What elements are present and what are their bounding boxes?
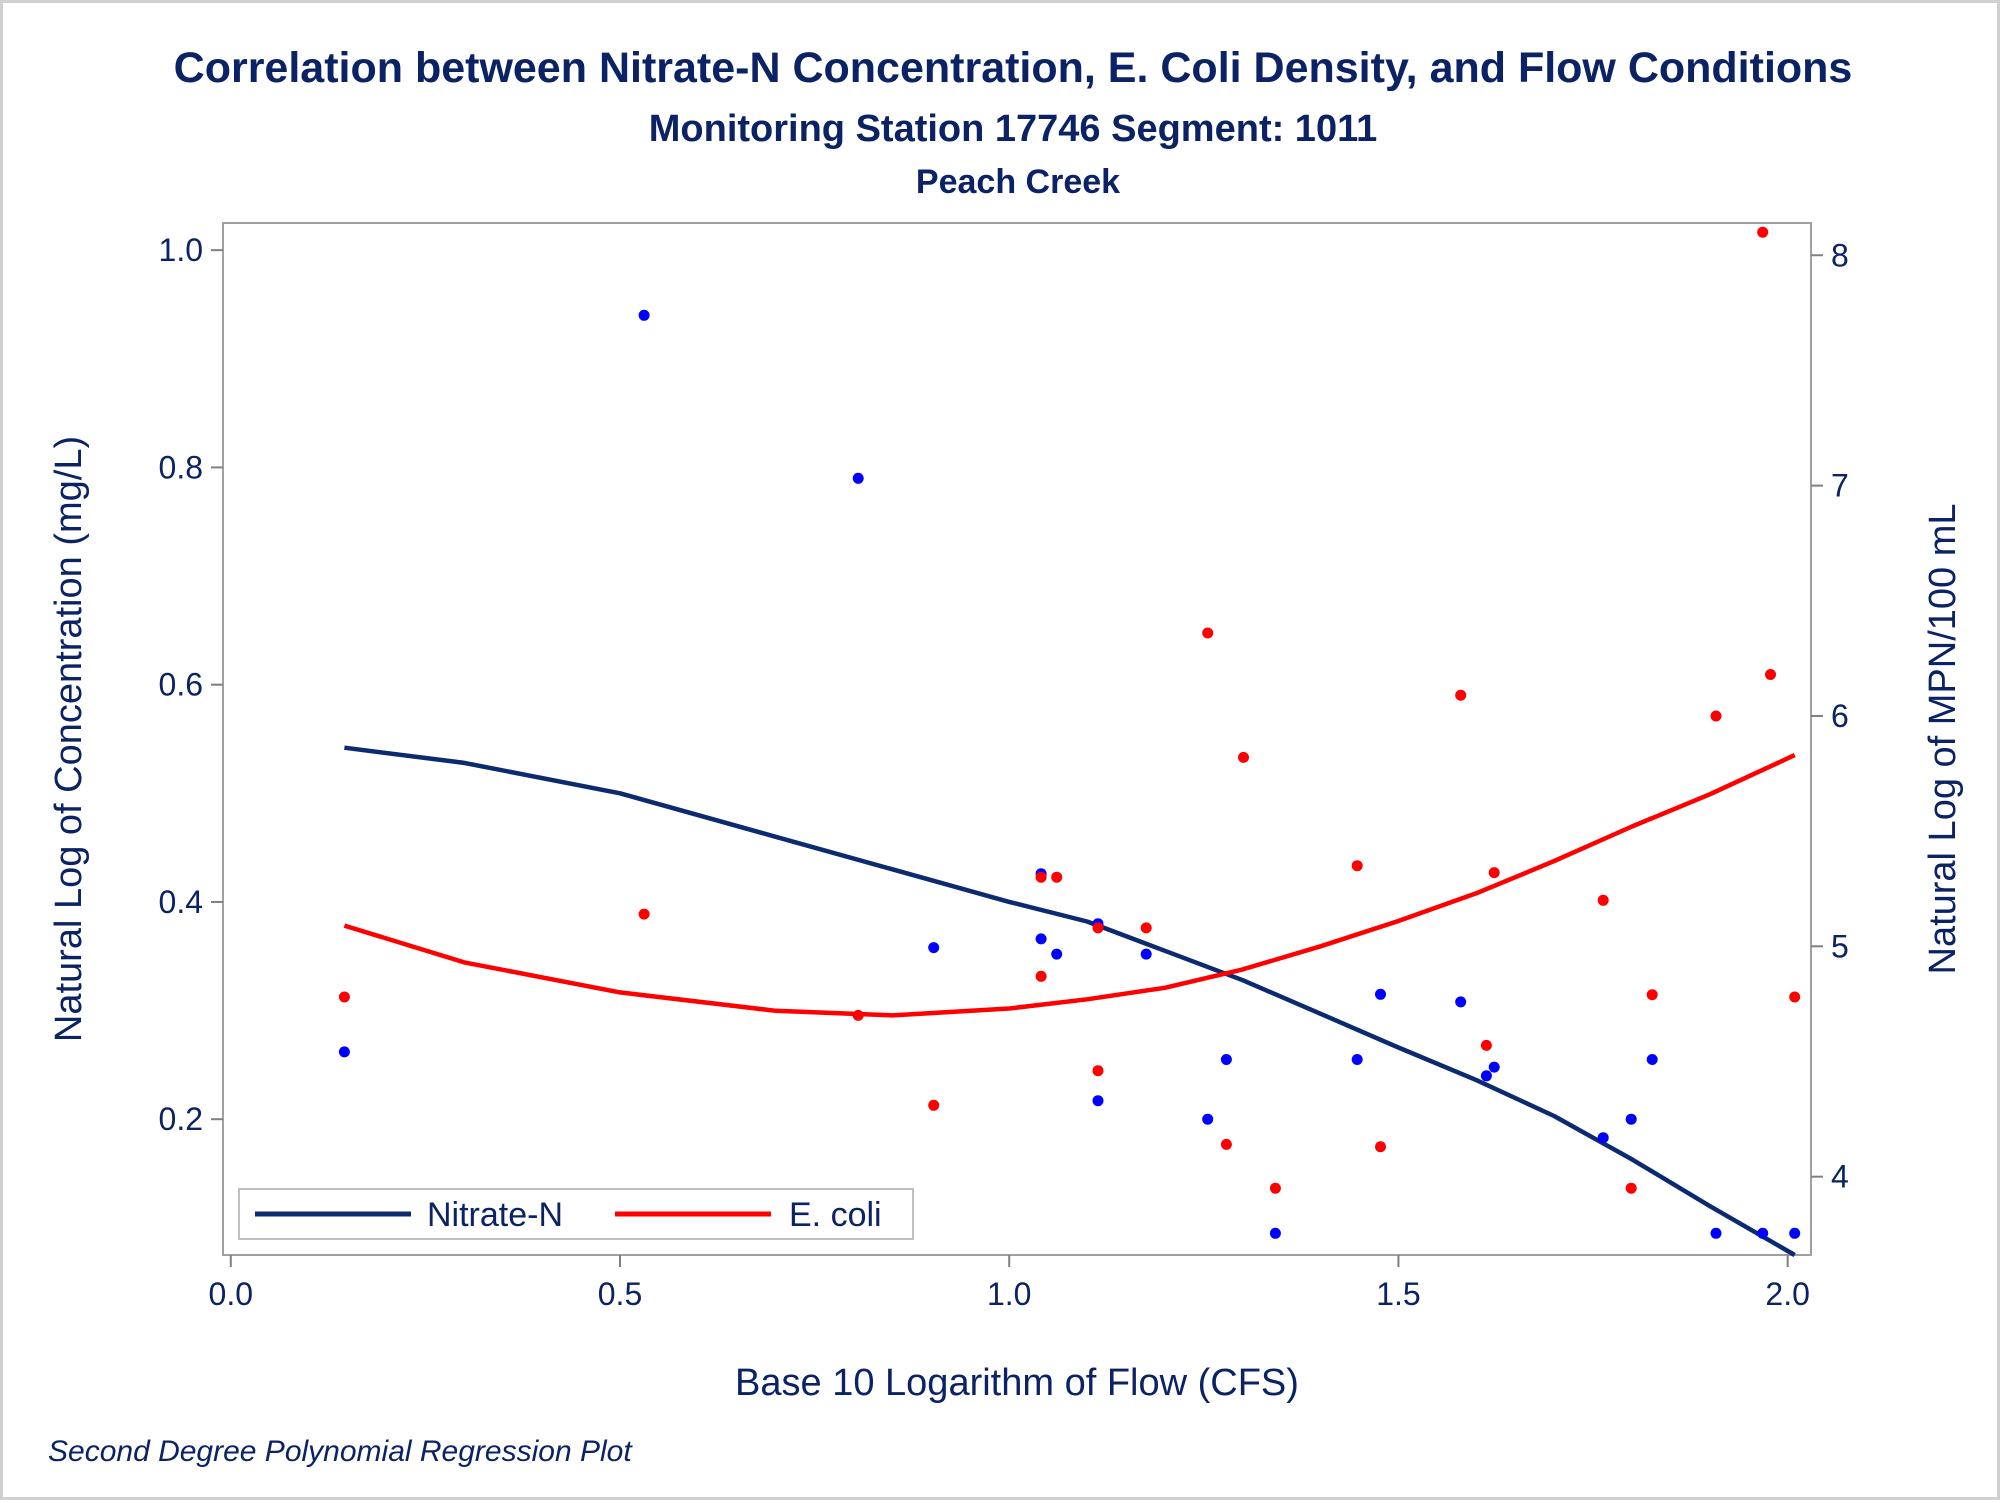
data-point-ecoli	[1789, 991, 1801, 1003]
data-point-nitrate	[1035, 933, 1047, 945]
data-point-ecoli	[1092, 1065, 1104, 1077]
data-point-nitrate	[1789, 1227, 1801, 1239]
data-point-ecoli	[1597, 894, 1609, 906]
y-left-tick-label: 0.8	[159, 449, 203, 485]
data-point-ecoli	[1092, 922, 1104, 934]
data-point-ecoli	[1625, 1182, 1637, 1194]
y-axis-right: 4 5 6 7 8	[1811, 237, 1849, 1195]
x-tick-label: 1.5	[1376, 1276, 1420, 1312]
x-tick-label: 1.0	[987, 1276, 1031, 1312]
y-axis-left-label: Natural Log of Concentration (mg/L)	[48, 436, 90, 1042]
y-right-tick-label: 8	[1831, 237, 1849, 273]
chart: Correlation between Nitrate-N Concentrat…	[48, 44, 1964, 1468]
data-point-ecoli	[638, 908, 650, 920]
data-point-nitrate	[1455, 996, 1467, 1008]
data-point-nitrate	[1220, 1054, 1232, 1065]
chart-title: Correlation between Nitrate-N Concentrat…	[174, 44, 1853, 92]
x-tick-label: 0.0	[209, 1276, 253, 1312]
data-point-ecoli	[1480, 1039, 1492, 1051]
data-point-ecoli	[338, 991, 350, 1003]
data-point-nitrate	[1625, 1113, 1637, 1125]
data-point-ecoli	[1765, 669, 1776, 680]
data-point-nitrate	[1480, 1070, 1492, 1082]
fit-line-ecoli	[343, 753, 1796, 1018]
data-point-ecoli	[1757, 226, 1769, 238]
fit-lines	[343, 745, 1796, 1257]
data-point-ecoli	[1375, 1141, 1386, 1153]
data-point-nitrate	[1646, 1054, 1658, 1065]
data-point-nitrate	[852, 472, 864, 484]
data-point-ecoli	[1035, 871, 1047, 883]
y-left-tick-label: 0.4	[159, 884, 203, 920]
x-tick-label: 0.5	[598, 1276, 642, 1312]
chart-subtitle-location: Peach Creek	[916, 163, 1120, 201]
y-right-tick-label: 7	[1831, 468, 1849, 504]
data-point-ecoli	[1238, 751, 1249, 763]
chart-subtitle: Monitoring Station 17746 Segment: 1011	[649, 108, 1378, 150]
data-point-nitrate	[1597, 1132, 1609, 1144]
y-left-tick-label: 0.6	[159, 667, 203, 703]
data-point-nitrate	[1140, 948, 1152, 960]
footnote: Second Degree Polynomial Regression Plot	[48, 1435, 633, 1468]
data-point-nitrate	[1488, 1061, 1500, 1073]
data-point-ecoli	[852, 1009, 864, 1021]
data-point-ecoli	[1710, 710, 1722, 722]
data-point-ecoli	[1051, 871, 1063, 883]
data-point-ecoli	[1269, 1182, 1281, 1194]
data-point-ecoli	[1140, 922, 1152, 934]
y-left-tick-label: 1.0	[159, 232, 203, 268]
y-right-tick-label: 4	[1831, 1159, 1849, 1195]
data-point-ecoli	[1202, 627, 1214, 639]
y-left-tick-label: 0.2	[159, 1101, 203, 1137]
data-point-ecoli	[1488, 867, 1500, 879]
data-point-nitrate	[1375, 988, 1386, 1000]
data-point-ecoli	[1646, 989, 1658, 1001]
y-right-tick-label: 6	[1831, 698, 1849, 734]
legend-label-ecoli: E. coli	[789, 1196, 882, 1234]
data-point-nitrate	[1092, 1095, 1104, 1107]
data-point-ecoli	[1035, 970, 1047, 982]
y-axis-left: 0.2 0.4 0.6 0.8 1.0	[159, 232, 223, 1137]
data-points	[338, 226, 1801, 1239]
data-point-ecoli	[928, 1099, 940, 1111]
y-axis-right-label: Natural Log of MPN/100 mL	[1922, 503, 1964, 974]
data-point-ecoli	[1351, 860, 1363, 872]
data-point-nitrate	[1710, 1227, 1722, 1239]
data-point-nitrate	[1757, 1227, 1769, 1239]
data-point-nitrate	[1051, 948, 1063, 960]
data-point-nitrate	[1269, 1227, 1281, 1239]
data-point-nitrate	[638, 309, 650, 321]
legend-label-nitrate: Nitrate-N	[427, 1196, 563, 1234]
data-point-nitrate	[928, 942, 940, 954]
data-point-nitrate	[338, 1046, 350, 1058]
fit-line-nitrate	[344, 745, 1796, 1257]
y-right-tick-label: 5	[1831, 928, 1849, 964]
plot-area	[222, 222, 1812, 1256]
data-point-ecoli	[1220, 1138, 1232, 1150]
data-point-nitrate	[1351, 1054, 1363, 1065]
data-point-ecoli	[1455, 689, 1467, 701]
x-tick-label: 2.0	[1765, 1276, 1809, 1312]
x-axis-label: Base 10 Logarithm of Flow (CFS)	[735, 1362, 1299, 1404]
data-point-nitrate	[1202, 1113, 1214, 1125]
legend: Nitrate-N E. coli	[238, 1188, 914, 1240]
x-axis: 0.0 0.5 1.0 1.5 2.0	[209, 1255, 1810, 1312]
